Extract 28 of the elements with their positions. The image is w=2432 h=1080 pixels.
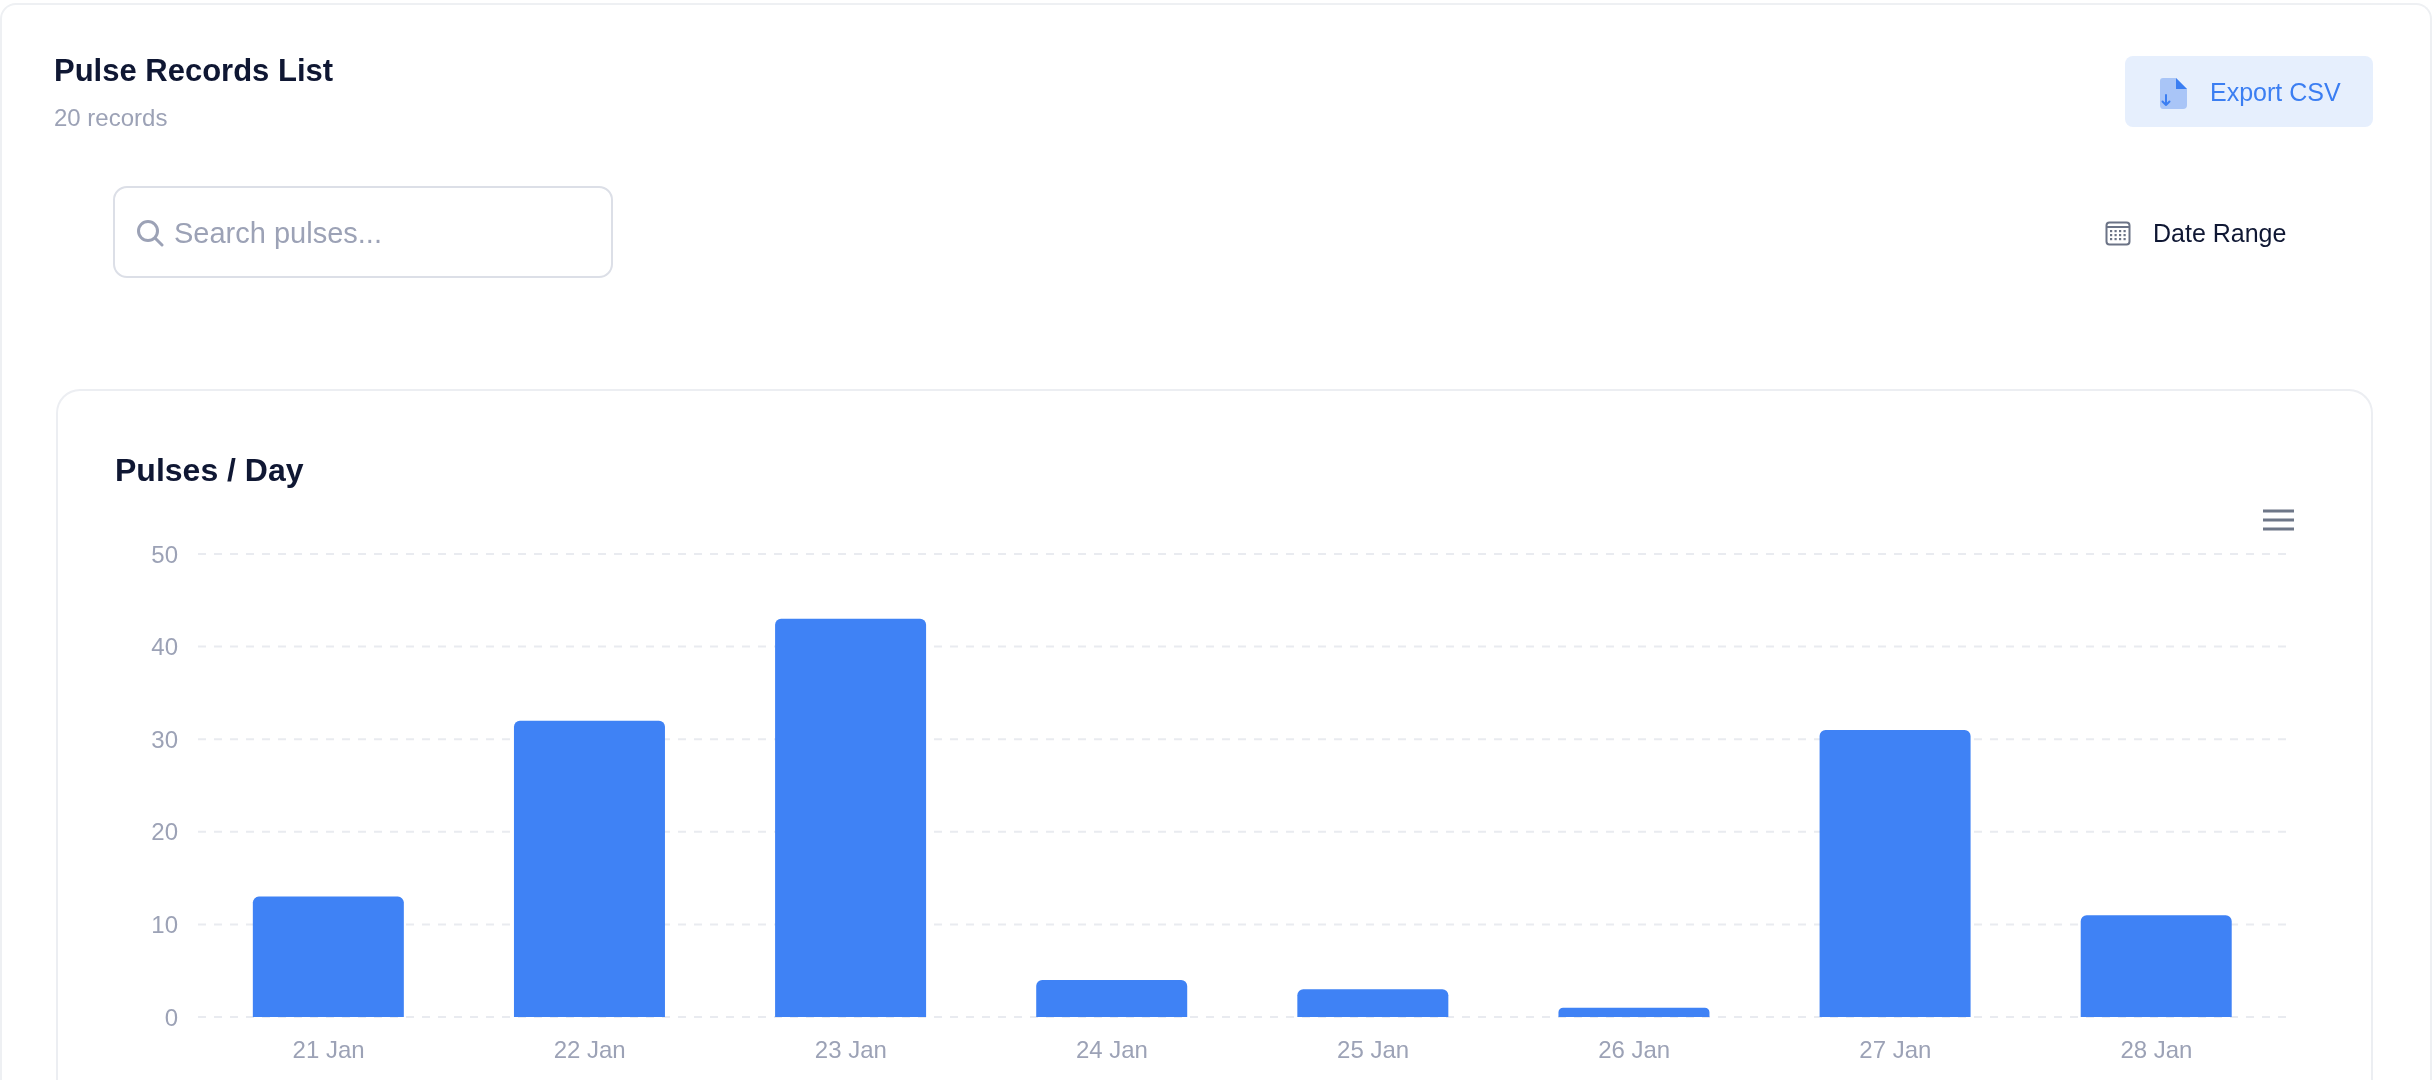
bar bbox=[513, 720, 665, 1017]
bar bbox=[1819, 729, 1971, 1017]
bar bbox=[1558, 1007, 1710, 1017]
chart-title: Pulses / Day bbox=[115, 451, 304, 490]
y-tick-label: 50 bbox=[151, 540, 178, 568]
bar bbox=[2080, 915, 2232, 1017]
export-button: Export CSV bbox=[2125, 56, 2373, 127]
x-tick-label: 27 Jan bbox=[1859, 1036, 1932, 1064]
bar bbox=[252, 896, 404, 1017]
x-tick-label: 21 Jan bbox=[292, 1036, 365, 1064]
text: Pulse Records List bbox=[54, 52, 334, 90]
bar bbox=[775, 618, 927, 1017]
x-tick-label: 24 Jan bbox=[1075, 1036, 1148, 1064]
x-tick-label: 26 Jan bbox=[1598, 1036, 1671, 1064]
bar bbox=[1036, 979, 1188, 1017]
y-tick-label: 20 bbox=[151, 818, 178, 846]
x-tick-label: 28 Jan bbox=[2120, 1036, 2193, 1064]
x-tick-label: 25 Jan bbox=[1337, 1036, 1410, 1064]
text: 20 records bbox=[54, 104, 168, 132]
search-field: Search pulses... bbox=[113, 186, 613, 278]
y-tick-label: 0 bbox=[164, 1003, 178, 1031]
y-tick-label: 40 bbox=[151, 633, 178, 661]
x-tick-label: 23 Jan bbox=[814, 1036, 887, 1064]
bar bbox=[1297, 989, 1449, 1017]
text: Date Range bbox=[2153, 218, 2287, 248]
x-tick-label: 22 Jan bbox=[553, 1036, 626, 1064]
y-tick-label: 30 bbox=[151, 725, 178, 753]
y-tick-label: 10 bbox=[151, 910, 178, 938]
